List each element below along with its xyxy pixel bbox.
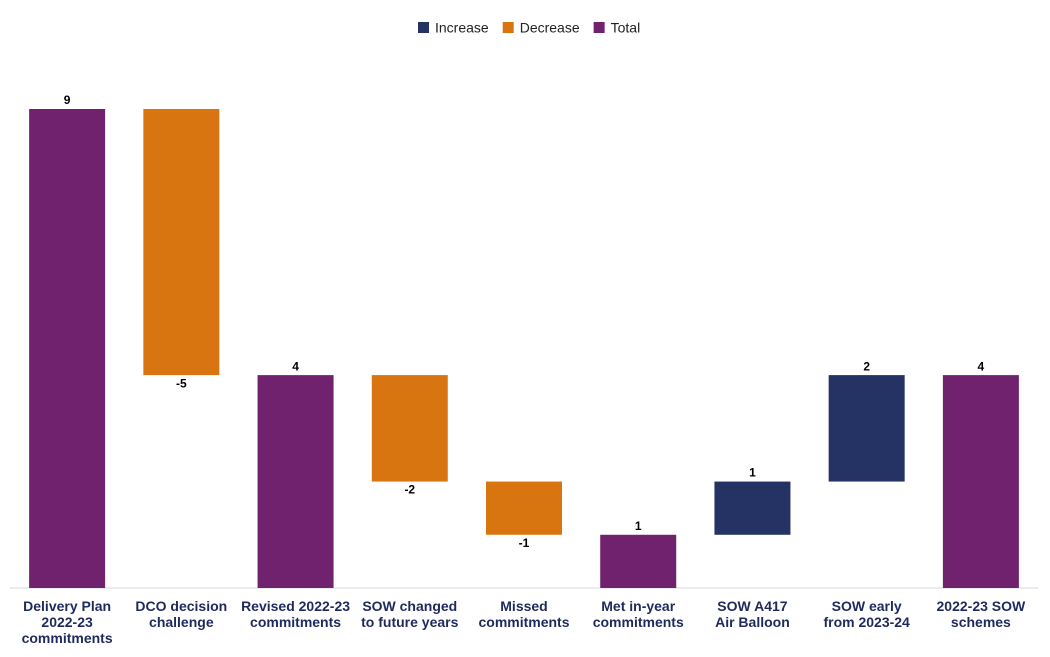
x-tick-label: 2022-23 SOW schemes [937,598,1026,630]
x-tick-label-line: 2022-23 SOW [937,598,1026,614]
data-label: 9 [64,93,71,107]
legend-swatch [593,22,605,33]
x-tick-label: Revised 2022-23 commitments [241,598,350,630]
bar [371,375,448,482]
x-tick-label: SOW changed to future years [361,598,458,630]
bar [714,481,791,535]
data-label: -1 [519,536,530,550]
bar [486,481,562,535]
x-tick-label-line: challenge [149,614,214,630]
data-label: 4 [292,359,299,373]
x-tick-label-line: DCO decision [135,598,227,614]
legend-label: Total [611,20,641,36]
data-label: 2 [863,359,870,373]
data-label: -5 [176,376,187,390]
x-tick-label-line: Met in-year [601,598,675,614]
x-tick-label: Delivery Plan 2022-23 commitments [22,598,113,646]
bar [942,375,1019,588]
x-tick-label-line: Revised 2022-23 [241,598,350,614]
bar [143,109,220,376]
x-tick-label-line: commitments [22,630,113,646]
data-label: 4 [978,359,985,373]
data-label: 1 [635,519,642,533]
x-tick-label: Missed commitments [478,598,569,630]
x-tick-label-line: commitments [593,614,684,630]
legend-swatch [418,22,429,33]
x-tick-label-line: from 2023-24 [823,614,910,630]
x-tick-label-line: to future years [361,614,458,630]
legend-swatch [502,22,514,33]
x-tick-label-line: commitments [478,614,569,630]
x-tick-label: SOW A417 Air Balloon [715,598,790,630]
x-tick-label-line: Missed [500,598,547,614]
x-tick-label-line: 2022-23 [41,614,93,630]
legend-label: Increase [435,20,489,36]
data-label: -2 [404,483,415,497]
x-tick-label-line: commitments [250,614,341,630]
legend-label: Decrease [520,20,580,36]
x-tick-label: SOW early from 2023-24 [823,598,910,630]
x-tick-label-line: Air Balloon [715,614,790,630]
x-tick-label: DCO decision challenge [135,598,227,630]
data-label: 1 [749,466,756,480]
bar [29,109,106,588]
x-tick-label-line: schemes [951,614,1011,630]
bar [600,534,677,588]
bar [828,375,905,482]
x-tick-label-line: SOW early [832,598,902,614]
bar [257,375,334,588]
x-tick-label: Met in-year commitments [593,598,684,630]
x-tick-label-line: SOW changed [362,598,457,614]
x-tick-label-line: SOW A417 [717,598,787,614]
x-tick-label-line: Delivery Plan [23,598,111,614]
